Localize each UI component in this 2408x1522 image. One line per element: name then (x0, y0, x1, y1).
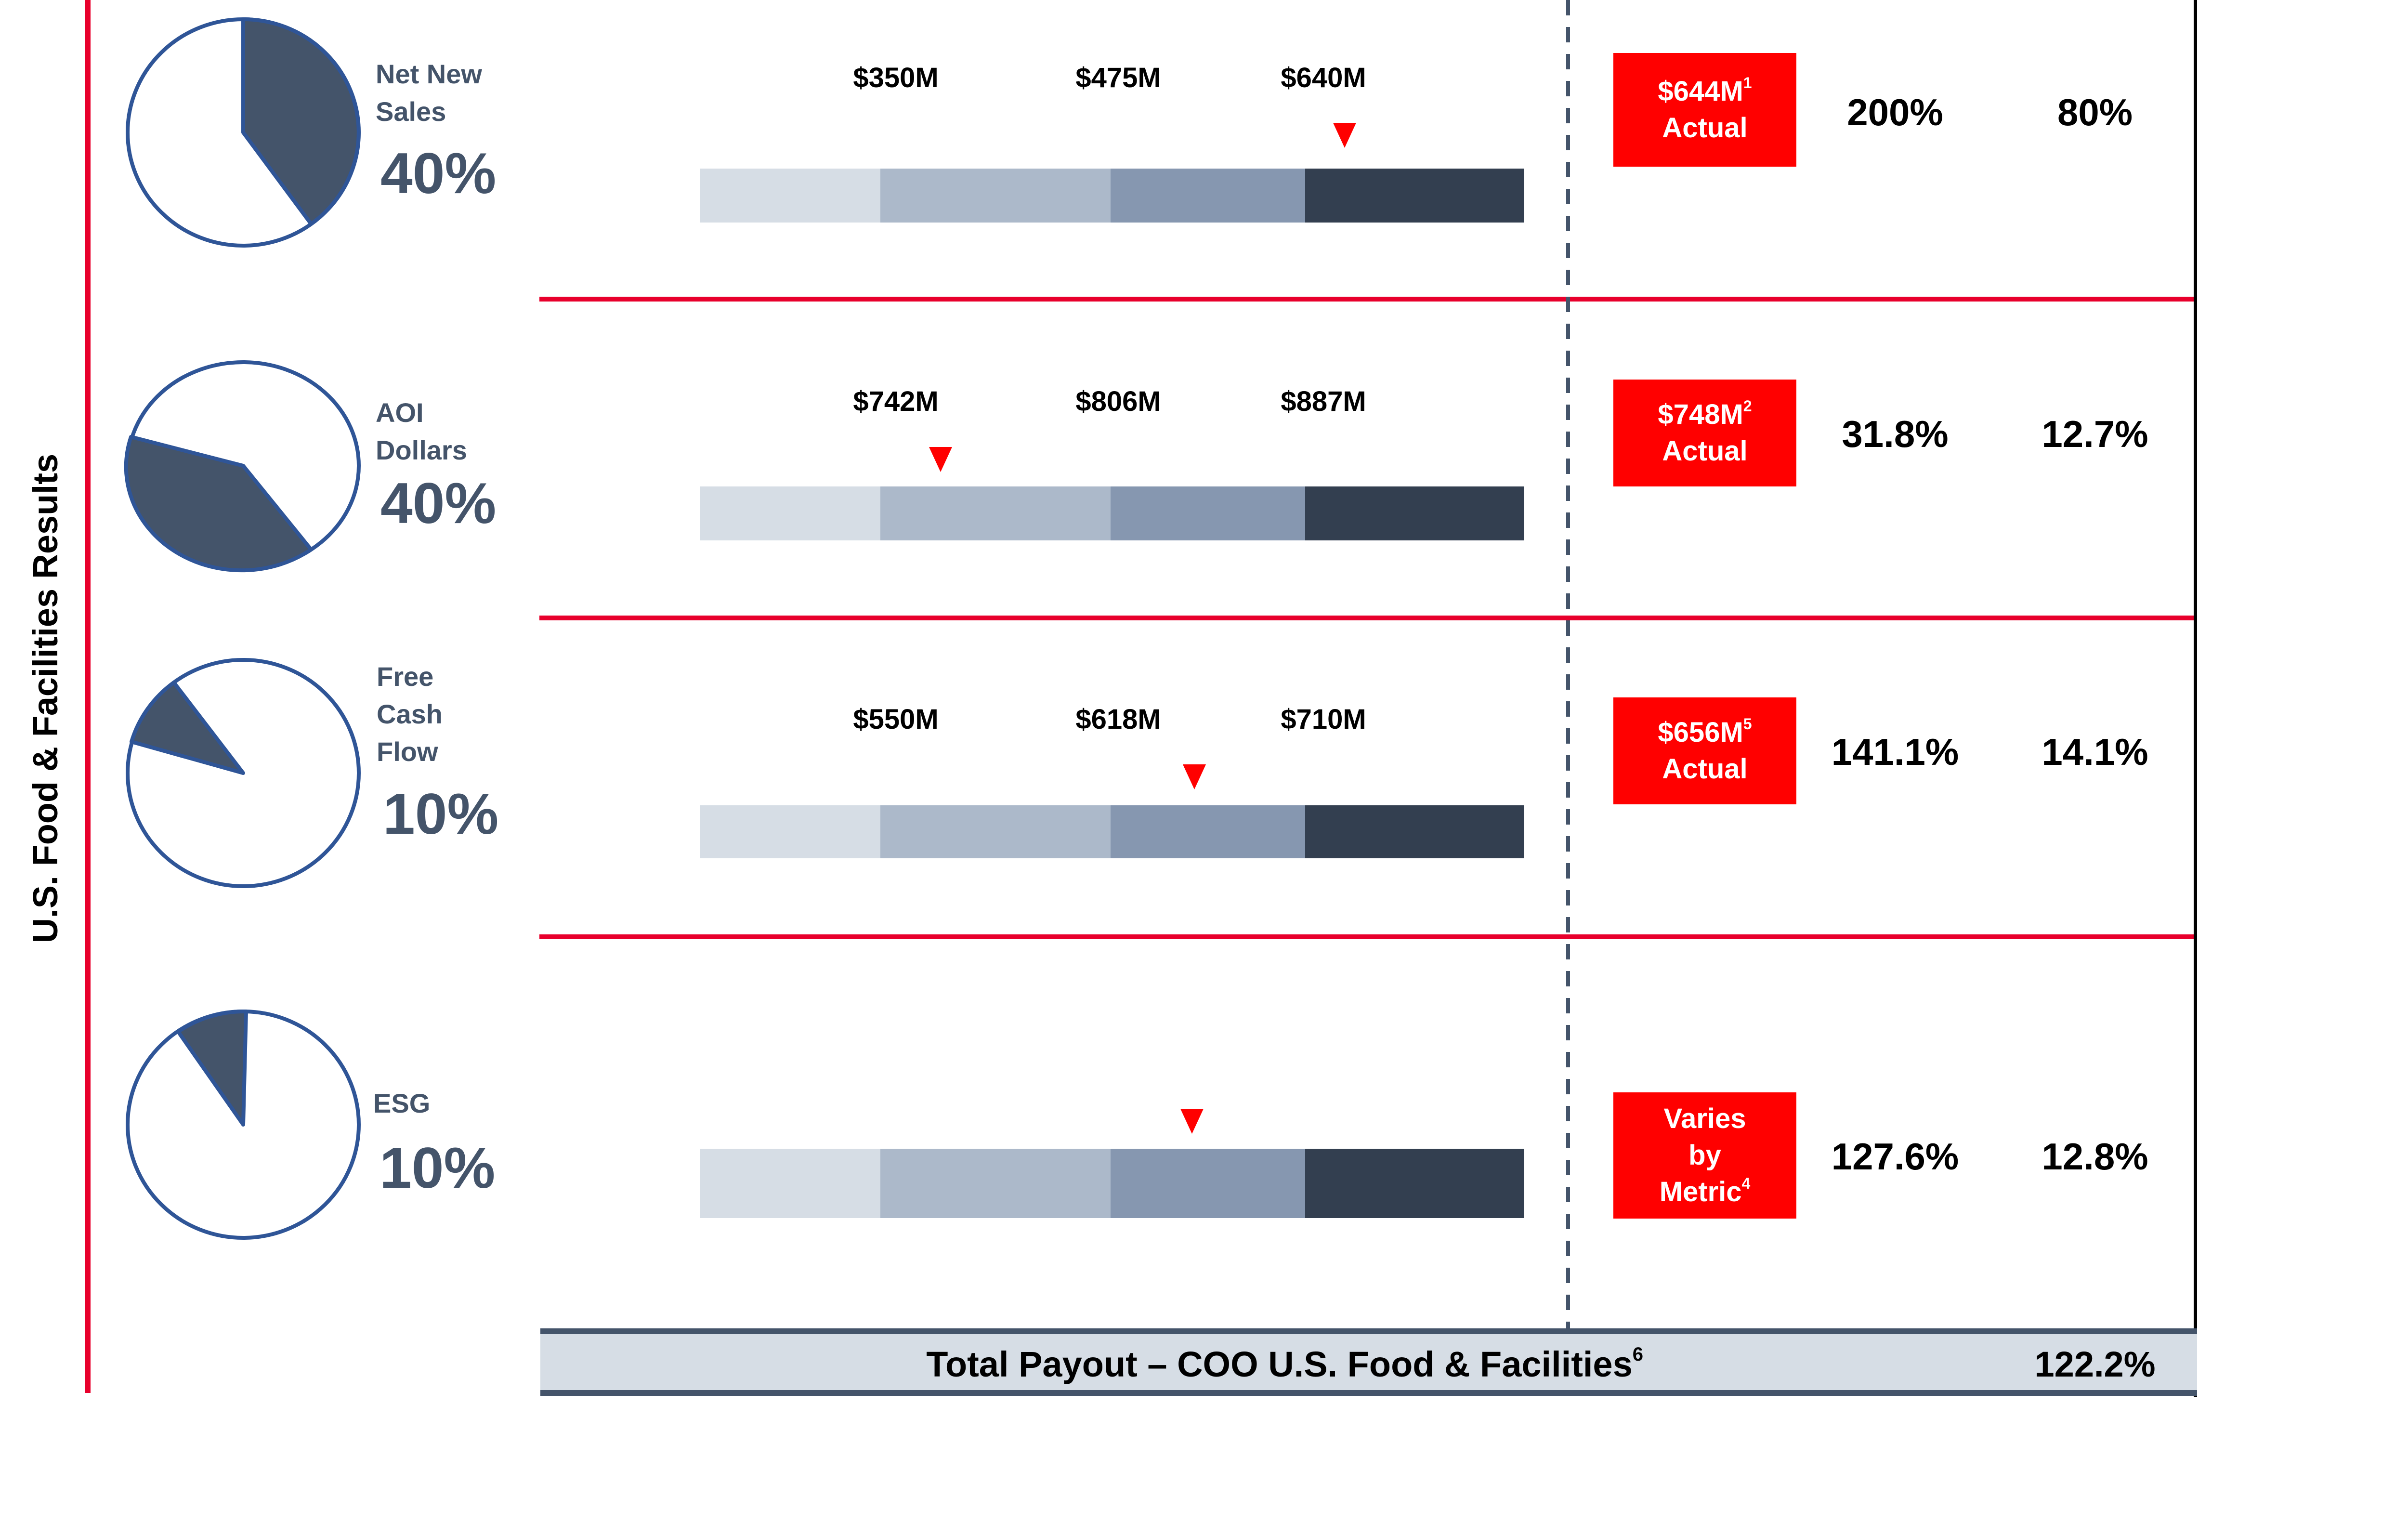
actual-marker-icon (1333, 123, 1356, 148)
weighted-payout-percent: 12.7% (2042, 413, 2148, 455)
band-above-max (1305, 1149, 1524, 1218)
metric-name: Net New Sales (376, 55, 482, 131)
pie-chart-icon (126, 17, 361, 248)
band-below-threshold (700, 1149, 880, 1218)
section-title: U.S. Food & Facilities Results (26, 453, 65, 944)
band-above-max (1305, 486, 1524, 540)
metric-name-line: ESG (373, 1088, 431, 1118)
footnote-marker: 6 (1632, 1344, 1643, 1365)
metric-name-line: Flow (377, 736, 438, 767)
actual-label: Actual (1662, 753, 1748, 785)
band-target-max (1111, 169, 1305, 223)
band-below-threshold (700, 486, 880, 540)
band-above-max (1305, 169, 1524, 223)
maximum-label: $887M (1281, 386, 1366, 417)
actual-label: Metric (1659, 1176, 1742, 1207)
actual-result-box: $656M5 Actual (1613, 697, 1796, 804)
payout-percent: 31.8% (1842, 413, 1949, 455)
metric-weight: 40% (380, 471, 497, 536)
total-payout-value: 122.2% (2034, 1344, 2156, 1384)
metric-weight: 40% (380, 141, 497, 206)
metric-name-line: Sales (376, 96, 446, 127)
actual-result-box: $748M2 Actual (1613, 380, 1796, 486)
weight-pie-aoi-dollars (123, 357, 364, 574)
maximum-label: $710M (1281, 704, 1366, 735)
weighted-payout-percent: 12.8% (2042, 1135, 2148, 1178)
weight-pie-net-new-sales (123, 14, 364, 250)
band-target-max (1111, 805, 1305, 858)
pie-chart-icon (124, 360, 361, 573)
band-threshold-target (880, 169, 1111, 223)
band-threshold-target (880, 486, 1111, 540)
actual-value: $748M (1658, 399, 1743, 430)
row-divider (539, 934, 2196, 939)
performance-bar (700, 805, 1524, 858)
actual-result-box: $644M1 Actual (1613, 53, 1796, 167)
section-divider-vertical (85, 0, 91, 1393)
band-threshold-target (880, 1149, 1111, 1218)
weighted-payout-percent: 80% (2057, 91, 2133, 133)
target-label: $475M (1075, 62, 1161, 93)
weight-pie-free-cash-flow (123, 655, 364, 891)
total-payout-label: Total Payout – COO U.S. Food & Facilitie… (926, 1344, 1643, 1385)
dashed-column-divider (1566, 0, 1570, 1329)
actual-result-box: Varies by Metric4 (1613, 1092, 1796, 1219)
footnote-marker: 2 (1743, 397, 1752, 415)
payout-percent: 141.1% (1831, 731, 1959, 773)
metric-weight: 10% (383, 782, 499, 846)
threshold-label: $350M (853, 62, 939, 93)
band-target-max (1111, 1149, 1305, 1218)
row-divider (539, 616, 2196, 620)
metric-name: AOI Dollars (376, 394, 467, 469)
performance-bar (700, 486, 1524, 540)
performance-bar (700, 169, 1524, 223)
target-label: $618M (1075, 704, 1161, 735)
metric-name: Free Cash Flow (377, 658, 443, 771)
total-label-text: Total Payout – COO U.S. Food & Facilitie… (926, 1344, 1633, 1384)
performance-bar (700, 1149, 1524, 1218)
actual-label: Actual (1662, 435, 1748, 467)
footnote-marker: 1 (1743, 74, 1752, 92)
total-payout-row: Total Payout – COO U.S. Food & Facilitie… (540, 1328, 2197, 1396)
weight-pie-esg (123, 1007, 364, 1243)
metric-name: ESG (373, 1085, 430, 1122)
band-below-threshold (700, 805, 880, 858)
actual-label: Actual (1662, 112, 1748, 144)
metric-name-line: Cash (377, 699, 443, 729)
band-target-max (1111, 486, 1305, 540)
actual-value: $656M (1658, 717, 1743, 748)
threshold-label: $742M (853, 386, 939, 417)
band-above-max (1305, 805, 1524, 858)
actual-marker-icon (929, 447, 952, 472)
metric-weight: 10% (380, 1136, 496, 1200)
footnote-marker: 5 (1743, 715, 1752, 733)
pie-chart-icon (126, 1009, 361, 1240)
row-divider (539, 297, 2196, 302)
payout-percent: 200% (1847, 91, 1943, 133)
pie-chart-icon (126, 658, 361, 888)
actual-label: Varies (1663, 1103, 1746, 1134)
threshold-label: $550M (853, 704, 939, 735)
target-label: $806M (1075, 386, 1161, 417)
metric-name-line: Free (377, 661, 434, 692)
actual-label: by (1688, 1140, 1721, 1171)
metric-name-line: Dollars (376, 435, 467, 465)
actual-marker-icon (1180, 1109, 1204, 1134)
band-below-threshold (700, 169, 880, 223)
table-right-border (2194, 0, 2197, 1397)
payout-percent: 127.6% (1831, 1135, 1959, 1178)
weighted-payout-percent: 14.1% (2042, 731, 2148, 773)
metric-name-line: Net New (376, 59, 482, 89)
band-threshold-target (880, 805, 1111, 858)
maximum-label: $640M (1281, 62, 1366, 93)
actual-marker-icon (1183, 764, 1206, 789)
metric-name-line: AOI (376, 397, 424, 428)
actual-value: $644M (1658, 76, 1743, 107)
footnote-marker: 4 (1741, 1175, 1751, 1192)
